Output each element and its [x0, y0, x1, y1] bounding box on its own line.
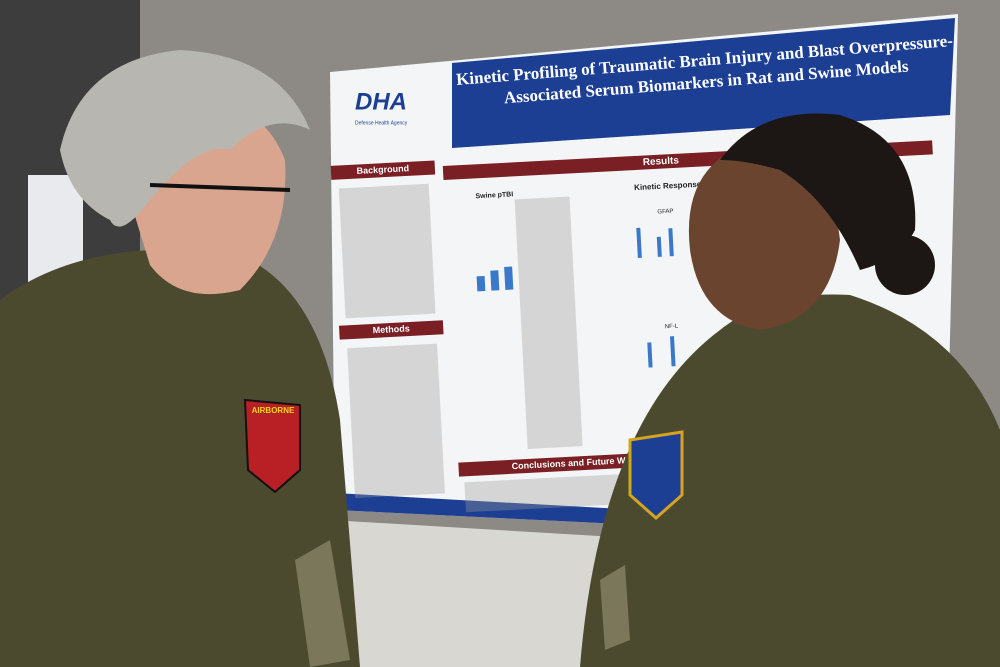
- section-header: [458, 452, 649, 477]
- section-header: [330, 160, 436, 180]
- man-hair: [60, 50, 310, 227]
- section-title: Background: [356, 163, 409, 176]
- man-glasses: [149, 183, 291, 192]
- rank-insignia: [295, 540, 350, 667]
- rank-insignia: [600, 565, 630, 650]
- patch-text: AIRBORNE: [252, 406, 295, 415]
- section-title: Methods: [373, 323, 410, 335]
- woman-uniform: [580, 294, 1000, 667]
- swine-heading: Swine pTBI: [475, 191, 513, 200]
- poster-body: Background Methods Results Conclusions a…: [330, 140, 933, 513]
- chart-label: GFAP: [657, 209, 673, 216]
- section-title: Results: [643, 155, 680, 168]
- unit-patch: [628, 430, 684, 521]
- section-header: [338, 320, 444, 340]
- logo-subtitle: Defense Health Agency: [355, 120, 408, 126]
- logo: DHA: [355, 88, 407, 115]
- woman-hair-bun: [875, 235, 935, 295]
- results-heading: Kinetic Response Pr: [634, 179, 712, 192]
- airborne-patch: [243, 398, 301, 494]
- woman-hair: [720, 113, 916, 270]
- woman-face: [688, 140, 840, 330]
- poster-chart-bars: [476, 227, 676, 368]
- chart-label: NF-L: [665, 323, 679, 330]
- man-uniform: [0, 250, 360, 667]
- poster-text-block: [338, 183, 636, 513]
